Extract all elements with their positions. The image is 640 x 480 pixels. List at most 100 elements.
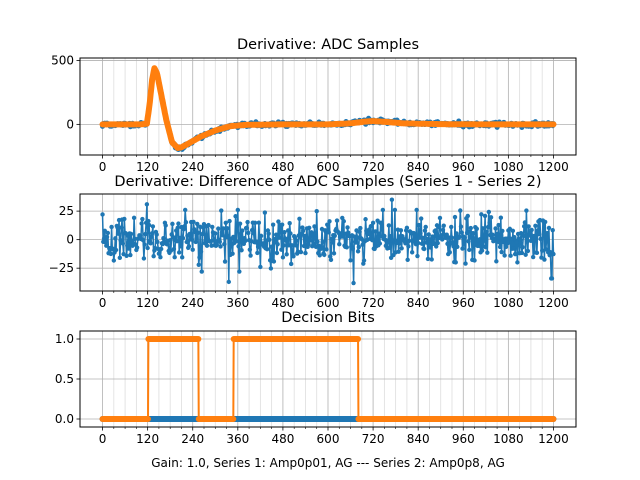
data-point <box>511 246 516 251</box>
data-point <box>546 225 552 231</box>
data-point <box>370 220 376 226</box>
data-point <box>276 235 282 240</box>
data-point <box>523 252 528 257</box>
data-point <box>382 233 387 239</box>
data-point <box>267 237 272 243</box>
data-point <box>494 259 499 264</box>
data-point <box>104 243 109 248</box>
ticks: 0 120 240 360 480 600 720 840 960 1080 1200 0 500 <box>51 54 569 174</box>
data-point <box>245 219 250 225</box>
data-point <box>494 231 500 237</box>
data-point <box>126 246 132 251</box>
data-point <box>297 216 302 222</box>
data-point <box>534 250 540 256</box>
data-point <box>415 253 420 259</box>
data-point <box>120 241 126 246</box>
data-point <box>149 231 155 236</box>
data-point <box>222 241 227 247</box>
data-point <box>455 244 460 250</box>
data-point <box>528 238 534 244</box>
data-point <box>419 241 425 246</box>
x-tick-label: 1200 <box>538 432 569 446</box>
data-point <box>409 250 415 255</box>
data-point <box>194 236 199 241</box>
data-point <box>288 231 293 236</box>
data-point <box>287 221 292 226</box>
data-point <box>458 224 464 229</box>
data-point <box>396 249 401 254</box>
data-point <box>176 221 181 226</box>
data-point <box>175 225 180 231</box>
data-point <box>186 244 192 249</box>
data-point <box>415 240 421 246</box>
x-tick-label: 840 <box>407 296 430 310</box>
x-tick-label: 1200 <box>538 160 569 174</box>
data-point <box>154 232 159 237</box>
data-point <box>200 231 205 237</box>
data-point <box>521 224 527 229</box>
data-point <box>226 279 231 285</box>
y-tick-label: 0 <box>66 233 74 247</box>
data-point <box>457 234 462 240</box>
data-point <box>496 222 501 228</box>
x-tick-label: 0 <box>99 296 107 310</box>
data-point <box>466 239 471 244</box>
data-point <box>221 226 226 231</box>
data-point <box>420 235 425 241</box>
data-point <box>360 242 365 248</box>
data-point <box>237 269 242 274</box>
data-point <box>307 238 313 243</box>
data-point <box>294 238 299 243</box>
data-point <box>340 234 346 239</box>
data-point <box>227 218 232 224</box>
data-point <box>155 239 160 245</box>
data-point <box>279 222 285 227</box>
data-point <box>258 233 264 239</box>
data-point <box>519 250 525 256</box>
data-point <box>504 236 510 241</box>
data-point <box>434 244 439 249</box>
x-tick-label: 960 <box>452 160 475 174</box>
data-point <box>180 235 186 241</box>
data-point <box>244 225 250 231</box>
data-point <box>113 236 118 241</box>
data-point <box>514 240 519 245</box>
data-point <box>198 249 204 254</box>
data-point <box>219 208 224 213</box>
data-point <box>460 246 465 251</box>
data-point <box>140 216 145 222</box>
data-point <box>386 223 392 228</box>
x-tick-label: 0 <box>99 160 107 174</box>
data-point <box>100 212 105 217</box>
data-point <box>357 229 362 235</box>
data-point <box>311 241 316 246</box>
data-point <box>237 221 243 226</box>
data-point <box>183 220 189 225</box>
chart-title: Derivative: ADC Samples <box>237 37 419 53</box>
data-point <box>461 242 467 247</box>
data-point <box>389 197 395 202</box>
data-point <box>324 247 329 252</box>
x-tick-label: 840 <box>407 432 430 446</box>
data-point <box>433 228 438 233</box>
data-point <box>483 244 489 250</box>
data-point <box>247 247 253 252</box>
data-point <box>351 280 356 286</box>
data-point <box>178 244 183 249</box>
data-point <box>148 241 153 246</box>
y-tick-label: 1.0 <box>55 332 74 346</box>
data-point <box>551 251 556 257</box>
x-tick-label: 1080 <box>493 296 524 310</box>
plot-area <box>99 336 557 422</box>
data-point <box>404 225 410 231</box>
data-point <box>480 226 486 231</box>
data-point <box>213 231 218 236</box>
x-tick-label: 480 <box>271 160 294 174</box>
data-point <box>274 250 280 256</box>
data-point <box>486 209 492 215</box>
x-tick-label: 960 <box>452 432 475 446</box>
data-point <box>301 228 306 234</box>
data-point <box>328 254 333 259</box>
data-point <box>163 223 168 228</box>
